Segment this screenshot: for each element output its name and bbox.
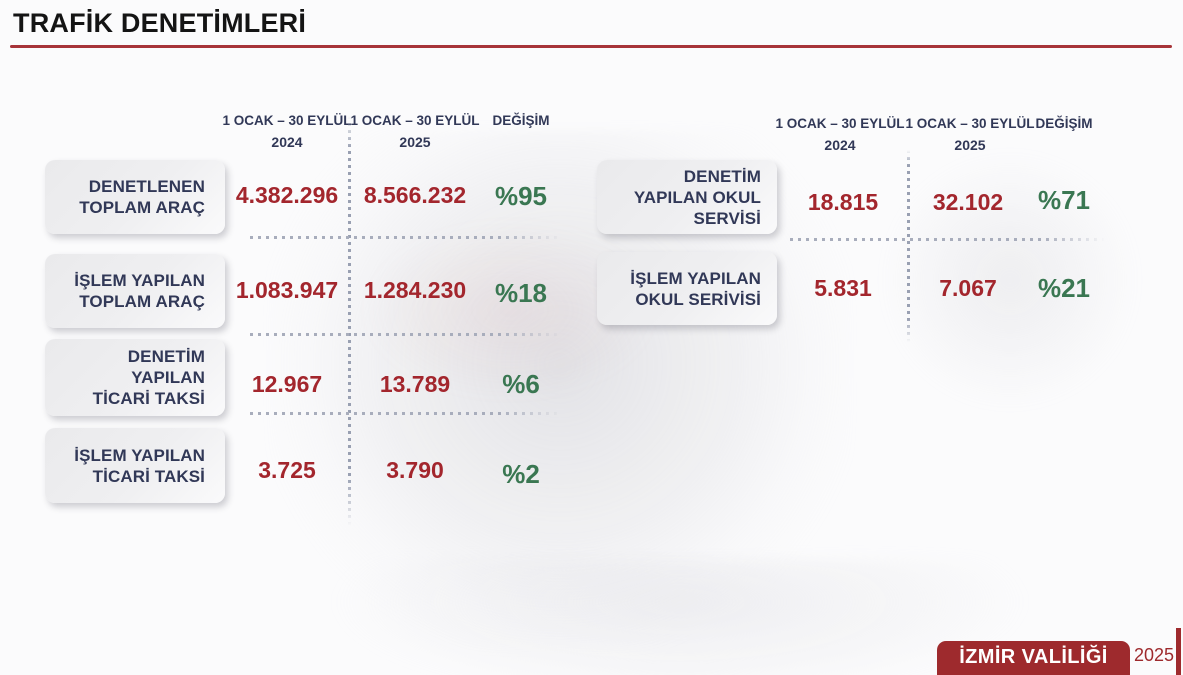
title-underline bbox=[10, 45, 1172, 48]
left-header-2024: 1 OCAK – 30 EYLÜL 2024 bbox=[217, 112, 357, 151]
slide-title: TRAFİK DENETİMLERİ bbox=[13, 8, 307, 38]
header-period-label: 1 OCAK – 30 EYLÜL bbox=[222, 113, 352, 128]
governorship-name: İZMİR VALİLİĞİ bbox=[959, 646, 1108, 668]
header-year-label: 2024 bbox=[271, 134, 303, 150]
change-percent: %6 bbox=[502, 369, 540, 399]
row-label-box: İŞLEM YAPILAN TİCARİ TAKSİ bbox=[45, 428, 225, 503]
row-label-box: DENETİM YAPILAN TİCARİ TAKSİ bbox=[45, 339, 225, 416]
row-label-box: DENETİM YAPILAN OKUL SERVİSİ bbox=[597, 160, 777, 234]
value-2024: 4.382.296 bbox=[235, 182, 339, 208]
governorship-badge: İZMİR VALİLİĞİ bbox=[937, 641, 1130, 675]
right-table-vertical-divider bbox=[907, 150, 910, 342]
left-header-2025: 1 OCAK – 30 EYLÜL 2025 bbox=[345, 112, 485, 151]
row-label-box: İŞLEM YAPILAN TOPLAM ARAÇ bbox=[45, 254, 225, 328]
change-percent: %2 bbox=[502, 459, 540, 489]
header-year-label: 2025 bbox=[399, 134, 431, 150]
header-change-label: DEĞİŞİM bbox=[1035, 116, 1093, 131]
row-label: DENETİM YAPILAN OKUL SERVİSİ bbox=[633, 166, 761, 228]
row-label: DENETLENEN TOPLAM ARAÇ bbox=[79, 177, 205, 217]
header-change-label: DEĞİŞİM bbox=[492, 113, 550, 128]
value-2025: 32.102 bbox=[932, 189, 1004, 215]
right-header-change: DEĞİŞİM bbox=[1028, 115, 1100, 133]
change-percent: %21 bbox=[1037, 273, 1091, 303]
header-period-label: 1 OCAK – 30 EYLÜL bbox=[350, 113, 480, 128]
header-year-label: 2024 bbox=[824, 137, 856, 153]
row-label-box: İŞLEM YAPILAN OKUL SERİVİSİ bbox=[597, 252, 777, 325]
background-watermark bbox=[330, 560, 1030, 675]
left-table-row-divider bbox=[250, 236, 562, 239]
footer-edge-bar bbox=[1176, 628, 1181, 675]
left-table-vertical-divider bbox=[348, 116, 351, 526]
header-year-label: 2025 bbox=[954, 137, 986, 153]
left-header-change: DEĞİŞİM bbox=[483, 112, 559, 130]
right-table-row-divider bbox=[790, 238, 1105, 241]
value-2024: 12.967 bbox=[251, 371, 323, 397]
value-2024: 5.831 bbox=[814, 275, 872, 301]
left-table-row-divider bbox=[250, 412, 562, 415]
change-percent: %18 bbox=[494, 278, 548, 308]
change-percent: %71 bbox=[1037, 185, 1091, 215]
value-2024: 3.725 bbox=[258, 457, 316, 483]
value-2025: 8.566.232 bbox=[363, 182, 467, 208]
left-table-row-divider bbox=[250, 333, 562, 336]
value-2024: 18.815 bbox=[807, 189, 879, 215]
right-header-2025: 1 OCAK – 30 EYLÜL 2025 bbox=[902, 115, 1038, 154]
value-2025: 7.067 bbox=[939, 275, 997, 301]
value-2025: 3.790 bbox=[386, 457, 444, 483]
header-period-label: 1 OCAK – 30 EYLÜL bbox=[905, 116, 1035, 131]
header-period-label: 1 OCAK – 30 EYLÜL bbox=[775, 116, 905, 131]
row-label: İŞLEM YAPILAN TOPLAM ARAÇ bbox=[74, 271, 205, 311]
row-label: İŞLEM YAPILAN OKUL SERİVİSİ bbox=[630, 268, 761, 309]
change-percent: %95 bbox=[494, 181, 548, 211]
row-label-box: DENETLENEN TOPLAM ARAÇ bbox=[45, 160, 225, 234]
row-label: DENETİM YAPILAN TİCARİ TAKSİ bbox=[92, 347, 205, 408]
value-2025: 1.284.230 bbox=[363, 277, 467, 303]
row-label: İŞLEM YAPILAN TİCARİ TAKSİ bbox=[74, 445, 205, 486]
value-2024: 1.083.947 bbox=[235, 277, 339, 303]
right-header-2024: 1 OCAK – 30 EYLÜL 2024 bbox=[772, 115, 908, 154]
value-2025: 13.789 bbox=[379, 371, 451, 397]
footer-year: 2025 bbox=[1133, 645, 1175, 665]
